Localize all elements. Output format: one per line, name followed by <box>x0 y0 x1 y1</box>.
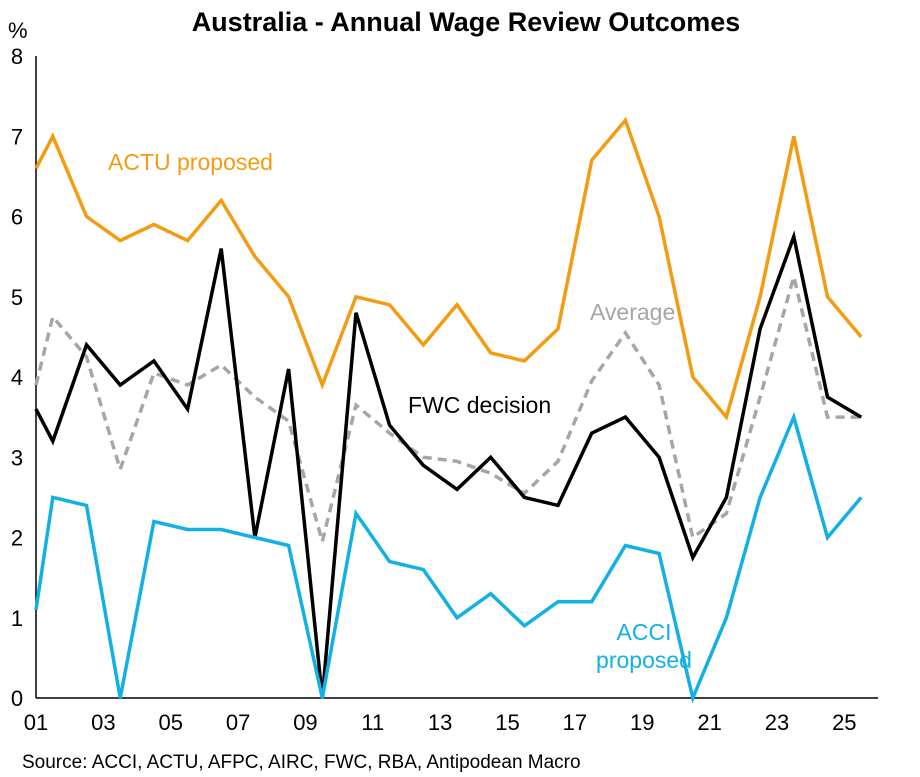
y-tick-labels: 0 1 2 3 4 5 6 7 8 <box>11 44 23 711</box>
acci-series-label-line2: proposed <box>596 647 692 673</box>
x-tick-label-25: 25 <box>832 710 856 735</box>
x-tick-label-23: 23 <box>765 710 789 735</box>
x-tick-label-11: 11 <box>361 710 384 735</box>
series-line-average <box>34 269 862 549</box>
y-tick-label-1: 1 <box>11 606 23 631</box>
series-lines <box>34 116 863 704</box>
x-tick-label-17: 17 <box>563 710 587 735</box>
y-tick-label-6: 6 <box>11 205 23 230</box>
x-tick-label-07: 07 <box>226 710 250 735</box>
y-tick-label-3: 3 <box>11 445 23 470</box>
x-tick-label-01: 01 <box>24 710 48 735</box>
y-tick-label-2: 2 <box>11 526 23 551</box>
series-line-actu-proposed <box>34 116 863 421</box>
chart-title: Australia - Annual Wage Review Outcomes <box>192 7 741 37</box>
acci-series-label-line1: ACCI <box>617 619 672 645</box>
fwc-series-label: FWC decision <box>408 392 551 418</box>
x-tick-label-19: 19 <box>630 710 654 735</box>
average-series-label: Average <box>590 299 675 325</box>
x-tick-label-05: 05 <box>158 710 182 735</box>
x-tick-label-03: 03 <box>91 710 115 735</box>
x-tick-label-15: 15 <box>495 710 519 735</box>
y-tick-label-7: 7 <box>11 124 23 149</box>
x-tick-labels: 01 03 05 07 09 11 13 15 17 19 21 23 25 <box>24 710 857 735</box>
x-tick-label-13: 13 <box>428 710 452 735</box>
y-tick-label-8: 8 <box>11 44 23 69</box>
y-tick-label-5: 5 <box>11 285 23 310</box>
y-tick-label-0: 0 <box>11 686 23 711</box>
y-tick-label-4: 4 <box>11 365 23 390</box>
x-tick-label-21: 21 <box>697 710 721 735</box>
source-note: Source: ACCI, ACTU, AFPC, AIRC, FWC, RBA… <box>22 752 581 773</box>
x-tick-label-09: 09 <box>293 710 317 735</box>
y-axis-unit: % <box>8 18 28 43</box>
series-line-fwc-decision <box>34 230 863 699</box>
series-line-acci-proposed <box>34 411 863 704</box>
actu-series-label: ACTU proposed <box>108 149 273 175</box>
